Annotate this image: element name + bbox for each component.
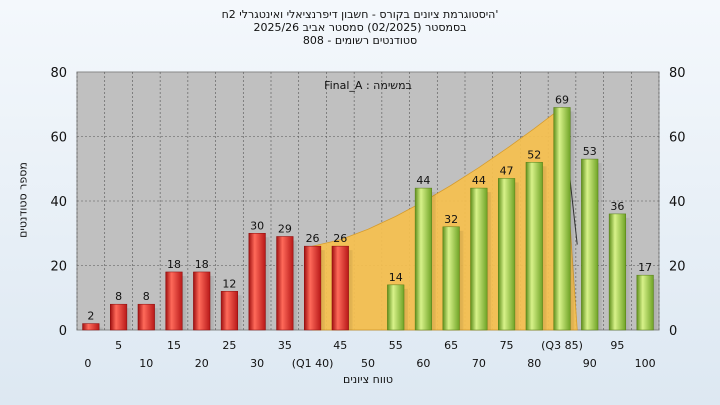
bar xyxy=(581,158,599,331)
bar xyxy=(414,187,432,331)
bar-value-label: 53 xyxy=(583,145,597,158)
x-tick-label: 15 xyxy=(167,339,181,352)
x-tick-label: 25 xyxy=(222,339,236,352)
bar-value-label: 36 xyxy=(610,200,624,213)
x-tick-label: 0 xyxy=(84,357,91,370)
x-tick-label: 80 xyxy=(527,357,541,370)
x-axis-title: טווח ציונים xyxy=(343,373,393,386)
bars xyxy=(82,107,658,331)
chart-title-block: 'היסטוגרמת ציונים בקורס - חשבון דיפרנציא… xyxy=(0,8,720,47)
bar xyxy=(608,213,626,331)
x-tick-label: (Q1 40) xyxy=(292,357,334,370)
x-tick-label: 30 xyxy=(250,357,264,370)
bar xyxy=(165,271,183,331)
bar-value-label: 18 xyxy=(195,258,209,271)
x-tick-label: 70 xyxy=(472,357,486,370)
x-tick-label: (Q3 85) xyxy=(541,339,583,352)
bar xyxy=(276,236,294,331)
y-tick-label-left: 0 xyxy=(59,324,67,339)
y-tick-label-right: 0 xyxy=(669,324,677,339)
bar-value-label: 30 xyxy=(250,219,264,232)
bar xyxy=(193,271,211,331)
y-tick-label-left: 80 xyxy=(50,66,67,81)
bar-value-label: 29 xyxy=(278,222,292,235)
x-tick-label: 10 xyxy=(139,357,153,370)
bar-value-label: 12 xyxy=(222,277,236,290)
y-tick-label-right: 40 xyxy=(669,195,686,210)
bar xyxy=(498,178,516,331)
bar xyxy=(137,303,155,331)
bar xyxy=(470,187,488,331)
bar xyxy=(304,245,322,331)
bar xyxy=(82,323,100,331)
bar xyxy=(331,245,349,331)
x-tick-label: 90 xyxy=(583,357,597,370)
x-tick-label: 100 xyxy=(635,357,656,370)
task-label: במשימה : Final_A xyxy=(324,79,412,92)
bar xyxy=(220,291,238,331)
y-tick-label-left: 20 xyxy=(50,260,67,275)
x-tick-label: 65 xyxy=(444,339,458,352)
x-tick-label: 45 xyxy=(333,339,347,352)
bar xyxy=(110,303,128,331)
x-tick-label: 50 xyxy=(361,357,375,370)
x-tick-label: 20 xyxy=(195,357,209,370)
bar-value-label: 52 xyxy=(527,148,541,161)
bar xyxy=(525,162,543,331)
x-tick-label: 75 xyxy=(500,339,514,352)
bar-value-label: 26 xyxy=(333,232,347,245)
bar xyxy=(442,226,460,331)
chart-subtitle: בסמסטר (02/2025) סמסטר אביב 2025/26 xyxy=(253,21,467,34)
bar-value-labels: 2 8 8 18 18 12 30 29 26 26 14 44 32 44 47 52 69 53 36 17 xyxy=(87,93,652,322)
y-tick-label-left: 40 xyxy=(50,195,67,210)
bar-value-label: 26 xyxy=(306,232,320,245)
bar-value-label: 14 xyxy=(389,271,403,284)
chart-subtitle-registered: סטודנטים רשומים - 808 xyxy=(302,34,418,47)
x-tick-label: 5 xyxy=(115,339,122,352)
bar-value-label: 47 xyxy=(500,164,514,177)
bar-value-label: 8 xyxy=(115,290,122,303)
y-tick-label-right: 60 xyxy=(669,131,686,146)
x-tick-label: 55 xyxy=(389,339,403,352)
x-tick-label: 60 xyxy=(416,357,430,370)
y-tick-label-right: 20 xyxy=(669,260,686,275)
y-tick-label-right: 80 xyxy=(669,66,686,81)
bar xyxy=(387,284,405,331)
bar-value-label: 18 xyxy=(167,258,181,271)
bar-value-label: 32 xyxy=(444,213,458,226)
y-tick-label-left: 60 xyxy=(50,131,67,146)
bar-value-label: 8 xyxy=(143,290,150,303)
bar-value-label: 69 xyxy=(555,93,569,106)
y-axis-title: מספר סטודנטים xyxy=(16,162,30,238)
bar-value-label: 2 xyxy=(87,310,94,323)
bar-value-label: 44 xyxy=(416,174,430,187)
x-tick-label: 35 xyxy=(278,339,292,352)
chart-title: 'היסטוגרמת ציונים בקורס - חשבון דיפרנציא… xyxy=(221,8,499,21)
axis-tick-labels: 0 0 20 20 40 40 60 60 80 80 0 5 10 15 20 25 30 35(Q1 40) 4… xyxy=(50,66,685,370)
bar xyxy=(553,107,571,331)
bar xyxy=(248,233,266,331)
bar-value-label: 17 xyxy=(638,261,652,274)
x-tick-label: 95 xyxy=(610,339,624,352)
bar-value-label: 44 xyxy=(472,174,486,187)
bar xyxy=(636,274,654,331)
